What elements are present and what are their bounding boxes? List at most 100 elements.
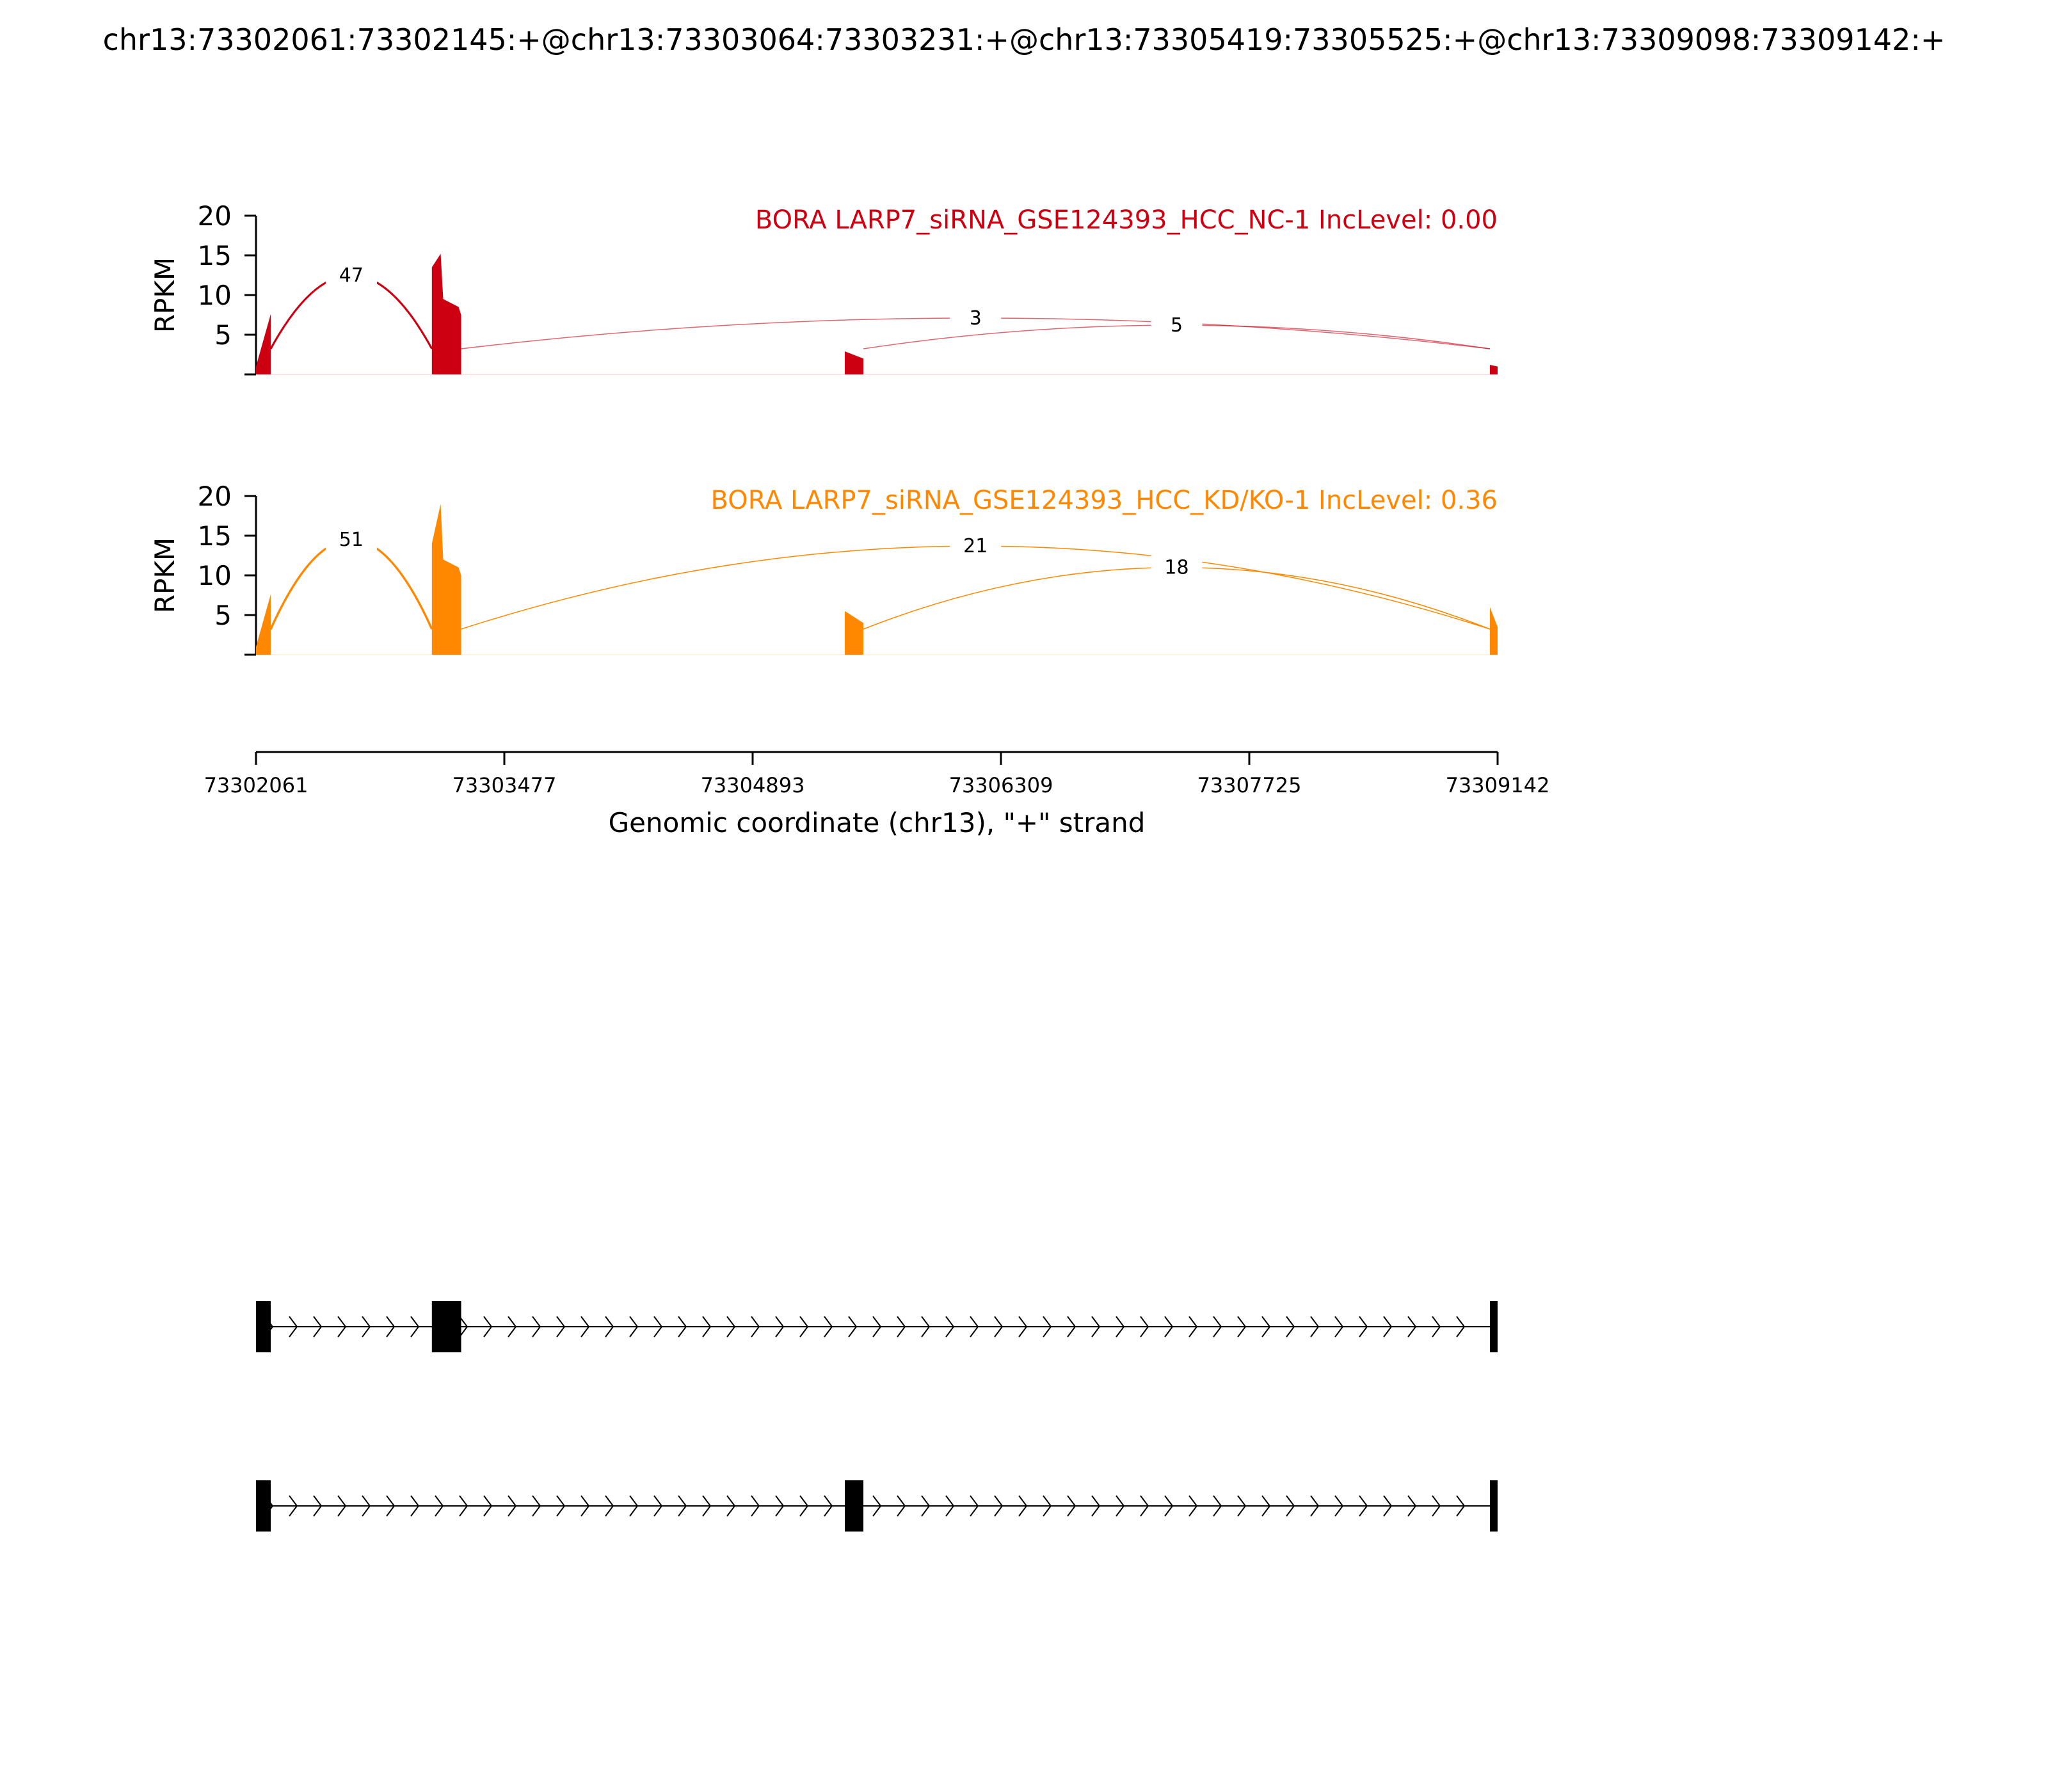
strand-arrow-icon [1213, 1495, 1222, 1517]
exon-coverage [845, 351, 864, 374]
coverage-panel-2: 5 10 15 20 RPKM BORA LARP7_siRNA_GSE124393_HC… [149, 481, 1498, 656]
y-axis-label: RPKM [149, 538, 180, 613]
junction-label: 47 [339, 264, 364, 287]
strand-arrow-icon [532, 1316, 541, 1338]
strand-arrow-icon [629, 1495, 639, 1517]
strand-arrow-icon [848, 1316, 858, 1338]
y-tick-label: 5 [214, 319, 232, 351]
strand-arrow-icon [580, 1316, 590, 1338]
strand-arrow-icon [313, 1495, 323, 1517]
junction-label-bg [325, 260, 377, 288]
strand-arrow-icon [702, 1495, 712, 1517]
strand-arrow-icon [508, 1495, 517, 1517]
strand-arrow-icon [629, 1316, 639, 1338]
y-tick-label: 20 [198, 200, 232, 232]
x-axis-label: Genomic coordinate (chr13), "+" strand [609, 807, 1146, 838]
junction-label: 5 [1171, 314, 1183, 337]
strand-arrow-icon [897, 1495, 906, 1517]
figure-title: chr13:73302061:73302145:+@chr13:73303064… [103, 22, 1946, 57]
strand-arrow-icon [1140, 1495, 1149, 1517]
strand-arrow-icon [751, 1495, 760, 1517]
strand-arrow-icon [459, 1316, 468, 1338]
exon-coverage [1489, 607, 1498, 655]
strand-arrow-icon [289, 1316, 298, 1338]
strand-arrow-icon [897, 1316, 906, 1338]
strand-arrow-icon [1286, 1316, 1295, 1338]
strand-arrow-icon [1286, 1495, 1295, 1517]
strand-arrow-icon [337, 1316, 347, 1338]
strand-arrow-icon [410, 1316, 420, 1338]
isoform-model [256, 1301, 1498, 1352]
exon-block [256, 1480, 271, 1532]
strand-arrow-icon [1067, 1316, 1076, 1338]
strand-arrow-icon [872, 1316, 882, 1338]
strand-arrow-icon [1213, 1316, 1222, 1338]
strand-arrow-icon [1164, 1495, 1174, 1517]
sample-label: BORA LARP7_siRNA_GSE124393_HCC_KD/KO-1 I… [711, 486, 1498, 515]
junction-arc [269, 538, 433, 630]
strand-arrow-icon [1359, 1495, 1368, 1517]
strand-arrow-icon [1432, 1316, 1441, 1338]
strand-arrow-icon [726, 1316, 736, 1338]
exon-coverage [845, 611, 864, 655]
junction-label-bg [950, 302, 1002, 331]
exon-coverage [431, 253, 461, 374]
strand-arrow-icon [1164, 1316, 1174, 1338]
strand-arrow-icon [945, 1495, 955, 1517]
strand-arrow-icon [1043, 1316, 1052, 1338]
strand-arrow-icon [921, 1316, 931, 1338]
junction-label: 3 [970, 307, 982, 330]
strand-arrow-icon [970, 1316, 979, 1338]
strand-arrow-icon [945, 1316, 955, 1338]
strand-arrow-icon [726, 1495, 736, 1517]
sample-label: BORA LARP7_siRNA_GSE124393_HCC_NC-1 IncL… [755, 205, 1498, 235]
x-axis: 73302061 73303477 73304893 73306309 73307725… [204, 751, 1550, 797]
strand-arrow-icon [775, 1316, 785, 1338]
strand-arrow-icon [921, 1495, 931, 1517]
y-tick-label: 10 [198, 280, 232, 311]
junction-label: 21 [963, 535, 988, 557]
strand-arrow-icon [1188, 1316, 1198, 1338]
x-tick-label: 73306309 [949, 773, 1053, 797]
strand-arrow-icon [556, 1316, 566, 1338]
y-tick-label: 10 [198, 560, 232, 591]
junction-label-bg [325, 524, 377, 553]
strand-arrow-icon [459, 1495, 468, 1517]
junction-label-bg [1151, 310, 1203, 339]
strand-arrow-icon [1091, 1316, 1101, 1338]
y-axis-label: RPKM [149, 257, 180, 333]
strand-arrow-icon [337, 1495, 347, 1517]
x-tick-label: 73309142 [1446, 773, 1550, 797]
strand-arrow-icon [1310, 1316, 1320, 1338]
strand-arrow-icon [1261, 1316, 1271, 1338]
strand-arrow-icon [605, 1316, 614, 1338]
strand-arrow-icon [824, 1316, 833, 1338]
strand-arrow-icon [824, 1495, 833, 1517]
strand-arrow-icon [580, 1495, 590, 1517]
strand-arrow-icon [751, 1316, 760, 1338]
exon-block [431, 1301, 461, 1352]
isoform-track [256, 1301, 1498, 1532]
strand-arrow-icon [1237, 1316, 1247, 1338]
x-tick-label: 73304893 [701, 773, 805, 797]
y-tick-label: 5 [214, 600, 232, 631]
strand-arrow-icon [289, 1495, 298, 1517]
strand-arrow-icon [362, 1495, 371, 1517]
strand-arrow-icon [1188, 1495, 1198, 1517]
junction-label: 51 [339, 529, 364, 551]
strand-arrow-icon [970, 1495, 979, 1517]
exon-block [1489, 1480, 1498, 1532]
strand-arrow-icon [1018, 1316, 1028, 1338]
strand-arrow-icon [678, 1495, 687, 1517]
strand-arrow-icon [1116, 1495, 1125, 1517]
strand-arrow-icon [653, 1316, 663, 1338]
strand-arrow-icon [1407, 1495, 1417, 1517]
strand-arrow-icon [483, 1316, 493, 1338]
strand-arrow-icon [483, 1495, 493, 1517]
x-tick-label: 73307725 [1197, 773, 1302, 797]
coverage-panel-1: 5 10 15 20 RPKM BORA LARP7_siRNA_GSE124393_HC… [149, 200, 1498, 376]
junction-label: 18 [1164, 557, 1188, 579]
strand-arrow-icon [1237, 1495, 1247, 1517]
strand-arrow-icon [1067, 1495, 1076, 1517]
